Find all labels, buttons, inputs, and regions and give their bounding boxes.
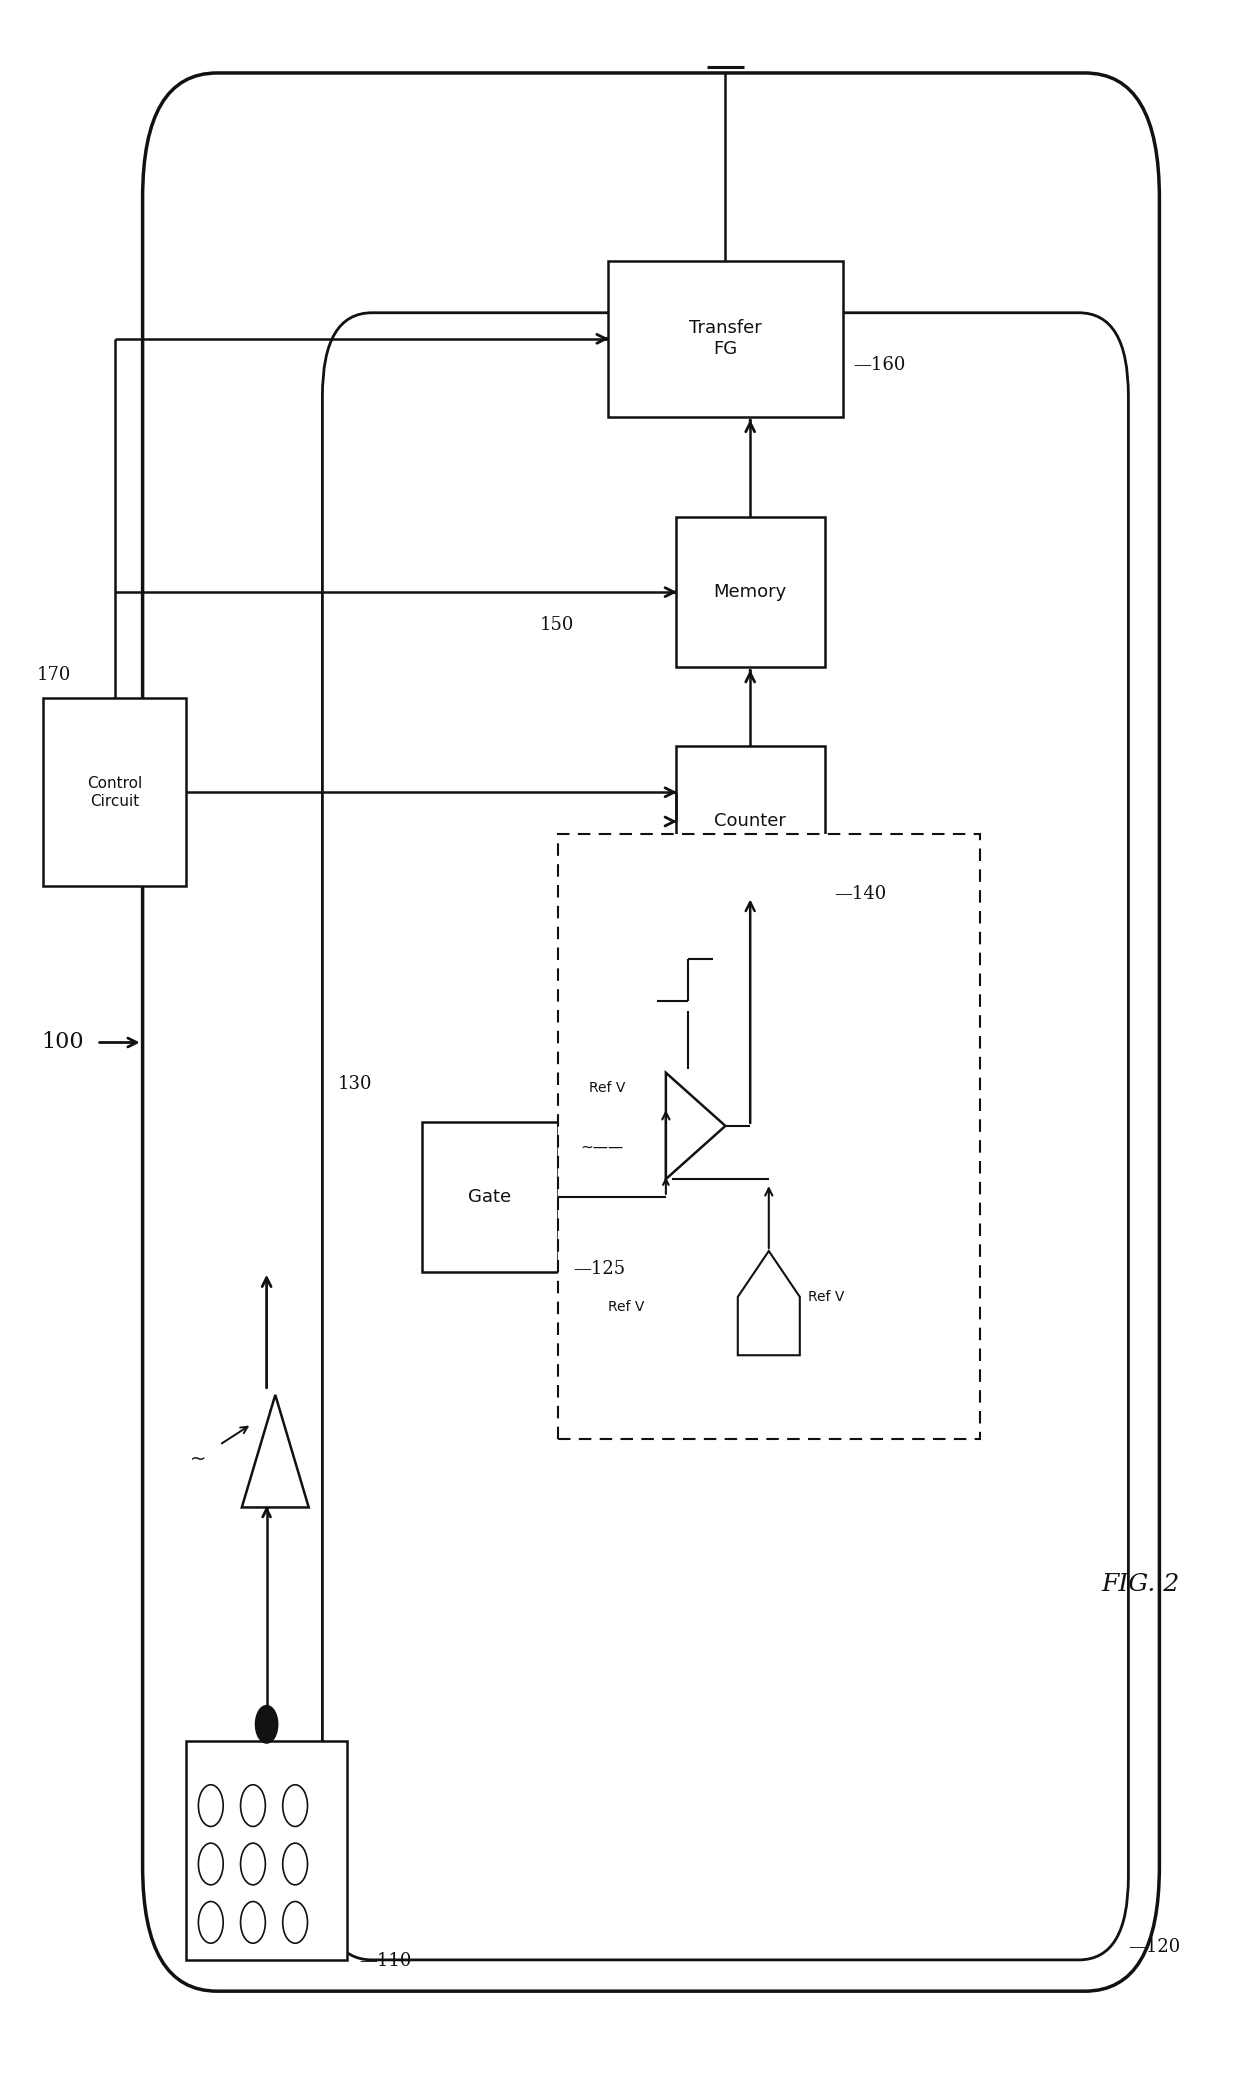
Text: —120: —120: [1128, 1937, 1180, 1956]
Text: Ref V: Ref V: [808, 1291, 844, 1303]
Bar: [676, 517, 825, 667]
Text: —125: —125: [573, 1259, 625, 1278]
Text: ~——: ~——: [580, 1138, 624, 1155]
Text: 150: 150: [539, 617, 574, 634]
Text: Gate: Gate: [469, 1188, 511, 1205]
Text: Ref V: Ref V: [608, 1301, 644, 1314]
Text: Ref V: Ref V: [589, 1082, 625, 1095]
Text: —140: —140: [835, 884, 887, 903]
Bar: [186, 1741, 347, 1960]
Text: 170: 170: [37, 665, 72, 684]
Text: —110: —110: [360, 1952, 412, 1970]
Text: Memory: Memory: [713, 584, 787, 600]
Bar: [43, 698, 186, 886]
Text: Control
Circuit: Control Circuit: [87, 776, 143, 809]
FancyBboxPatch shape: [143, 73, 1159, 1991]
FancyBboxPatch shape: [322, 313, 1128, 1960]
Text: —160: —160: [853, 357, 905, 373]
Text: Counter: Counter: [714, 813, 786, 830]
Bar: [676, 746, 825, 897]
Text: Transfer
FG: Transfer FG: [689, 319, 761, 359]
Text: FIG. 2: FIG. 2: [1101, 1572, 1180, 1597]
Text: 130: 130: [337, 1076, 372, 1093]
Text: 100: 100: [42, 1032, 84, 1053]
Bar: [558, 834, 980, 1439]
Bar: [422, 1122, 558, 1272]
Text: ~: ~: [190, 1449, 207, 1470]
Circle shape: [255, 1706, 278, 1743]
Bar: [608, 261, 843, 417]
